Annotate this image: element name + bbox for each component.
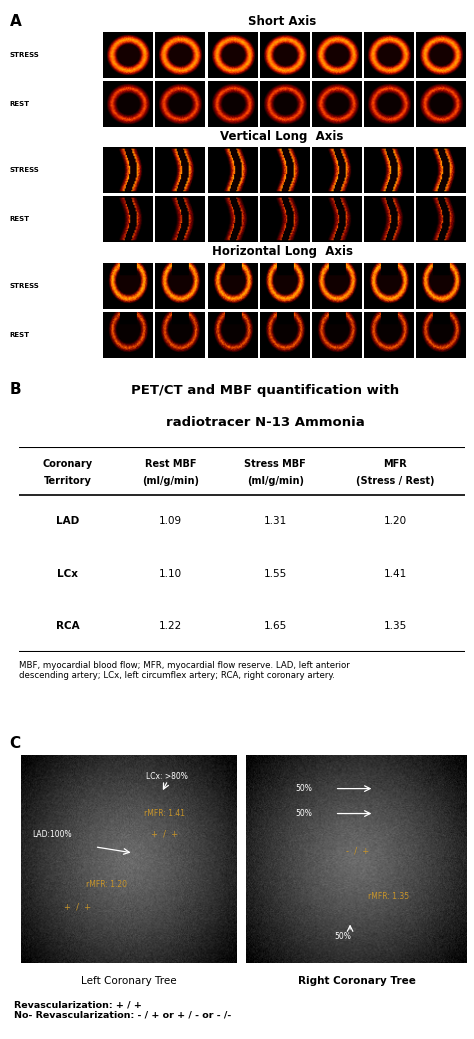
Text: PET/CT and MBF quantification with: PET/CT and MBF quantification with <box>131 384 400 398</box>
Text: (Stress / Rest): (Stress / Rest) <box>356 476 435 486</box>
Text: (ml/g/min): (ml/g/min) <box>246 476 304 486</box>
Text: 1.10: 1.10 <box>159 568 182 579</box>
Text: REST: REST <box>9 216 29 222</box>
Text: LAD:100%: LAD:100% <box>32 830 72 838</box>
Text: Right Coronary Tree: Right Coronary Tree <box>298 976 416 986</box>
Text: MBF, myocardial blood flow; MFR, myocardial flow reserve. LAD, left anterior
des: MBF, myocardial blood flow; MFR, myocard… <box>19 661 350 681</box>
Text: LCx: >80%: LCx: >80% <box>146 772 188 780</box>
Text: STRESS: STRESS <box>9 283 39 289</box>
Text: radiotracer N-13 Ammonia: radiotracer N-13 Ammonia <box>166 416 365 429</box>
Text: 1.55: 1.55 <box>264 568 287 579</box>
Text: Territory: Territory <box>44 476 92 486</box>
Text: (ml/g/min): (ml/g/min) <box>142 476 199 486</box>
Text: 1.35: 1.35 <box>384 621 407 631</box>
Text: 1.31: 1.31 <box>264 516 287 526</box>
Text: Stress MBF: Stress MBF <box>244 459 306 470</box>
Text: STRESS: STRESS <box>9 167 39 174</box>
Text: REST: REST <box>9 101 29 107</box>
Text: +  /  +: + / + <box>64 903 91 911</box>
Text: +  /  +: + / + <box>151 830 178 838</box>
Text: Coronary: Coronary <box>43 459 93 470</box>
Text: Rest MBF: Rest MBF <box>145 459 196 470</box>
Text: Short Axis: Short Axis <box>248 15 316 28</box>
Text: C: C <box>9 736 20 750</box>
Text: MFR: MFR <box>383 459 407 470</box>
Text: Revascularization: + / +
No- Revascularization: - / + or + / - or - /-: Revascularization: + / + No- Revasculari… <box>14 1001 231 1020</box>
Text: B: B <box>9 382 21 397</box>
Text: Horizontal Long  Axis: Horizontal Long Axis <box>211 245 353 259</box>
Text: STRESS: STRESS <box>9 52 39 58</box>
Text: 1.09: 1.09 <box>159 516 182 526</box>
Text: Vertical Long  Axis: Vertical Long Axis <box>220 130 344 143</box>
Text: rMFR: 1.41: rMFR: 1.41 <box>144 809 185 818</box>
Text: rMFR: 1.20: rMFR: 1.20 <box>86 880 127 888</box>
Text: REST: REST <box>9 331 29 338</box>
Text: 1.20: 1.20 <box>384 516 407 526</box>
Text: RCA: RCA <box>56 621 80 631</box>
Text: 1.41: 1.41 <box>384 568 407 579</box>
Text: -  /  +: - / + <box>346 847 369 855</box>
Text: 50%: 50% <box>295 809 312 818</box>
Text: rMFR: 1.35: rMFR: 1.35 <box>368 893 409 901</box>
Text: 1.65: 1.65 <box>264 621 287 631</box>
Text: LCx: LCx <box>57 568 79 579</box>
Text: 50%: 50% <box>335 932 352 940</box>
Text: LAD: LAD <box>56 516 80 526</box>
Text: A: A <box>9 14 21 28</box>
Text: 1.22: 1.22 <box>159 621 182 631</box>
Text: 50%: 50% <box>295 784 312 793</box>
Text: Left Coronary Tree: Left Coronary Tree <box>82 976 177 986</box>
